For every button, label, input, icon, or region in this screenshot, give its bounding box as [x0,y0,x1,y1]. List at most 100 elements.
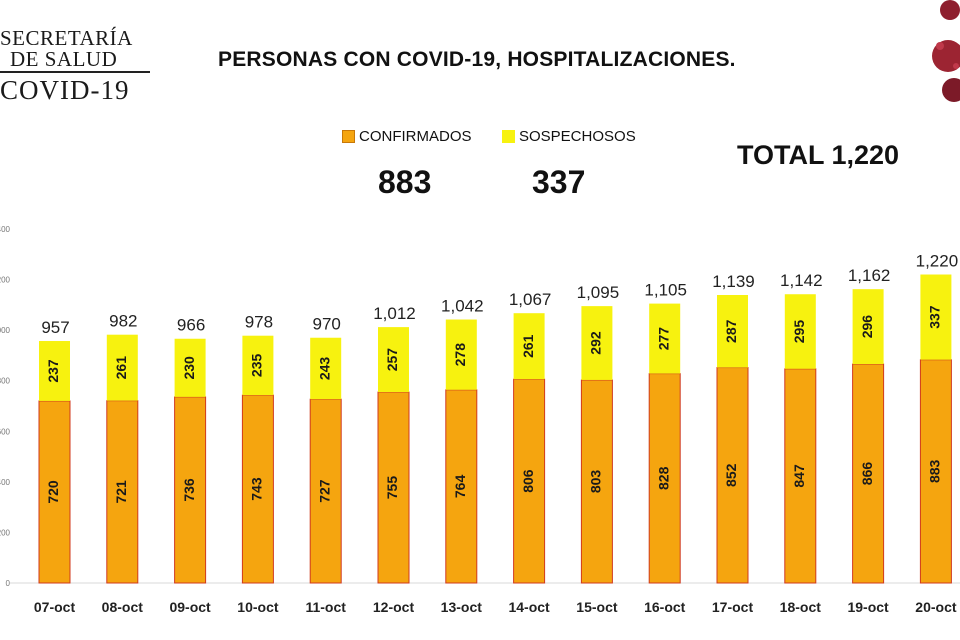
data-label-sospechosos: 277 [655,327,671,351]
confirmados-total-value: 883 [378,164,432,200]
bar-sospechosos [649,303,681,374]
data-label-confirmados: 755 [384,476,400,500]
secretaria-de-salud-logo: SECRETARÍA DE SALUD COVID-19 [0,28,152,105]
logo-divider [0,71,150,73]
y-tick-label: 0 [6,579,11,588]
data-label-sospechosos: 237 [45,359,61,383]
data-label-confirmados: 736 [181,478,197,502]
x-tick-label: 13-oct [441,599,483,615]
data-label-confirmados: 883 [927,459,943,483]
y-tick-label: 1200 [0,276,11,285]
data-label-sospechosos: 292 [588,331,604,355]
bar-sospechosos [378,327,409,393]
data-label-total: 1,067 [509,290,552,309]
legend-item-sospechosos: SOSPECHOSOS [502,128,636,145]
data-label-sospechosos: 243 [316,357,332,381]
data-label-sospechosos: 337 [927,305,943,329]
x-tick-label: 18-oct [780,599,822,615]
x-tick-label: 11-oct [305,599,346,615]
x-tick-label: 17-oct [712,599,754,615]
y-tick-label: 400 [0,478,11,487]
data-label-confirmados: 847 [791,464,807,488]
bar-sospechosos [717,294,748,368]
y-tick-label: 600 [0,427,11,436]
bar-confirmados [513,378,546,584]
x-tick-label: 16-oct [644,599,686,615]
bar-confirmados [174,396,207,584]
x-tick-label: 20-oct [915,599,957,615]
data-label-total: 966 [177,316,205,335]
bar-confirmados [309,398,342,584]
bar-sospechosos [310,337,342,400]
y-tick-label: 1400 [0,225,11,234]
data-label-total: 1,012 [373,304,416,323]
x-tick-label: 07-oct [34,599,76,615]
y-tick-label: 800 [0,377,11,386]
x-tick-label: 09-oct [169,599,211,615]
data-label-sospechosos: 295 [791,320,807,344]
data-label-sospechosos: 278 [452,343,468,367]
data-label-sospechosos: 261 [113,356,129,380]
data-label-total: 1,139 [712,272,755,291]
data-label-sospechosos: 296 [859,315,875,339]
data-label-sospechosos: 230 [181,356,197,380]
data-label-confirmados: 727 [316,479,332,503]
data-label-confirmados: 721 [113,480,129,504]
bar-sospechosos [106,334,138,401]
data-label-total: 1,095 [577,283,620,302]
logo-line-secretaria: SECRETARÍA [0,26,133,50]
virus-icon [932,0,960,102]
legend-label-sospechosos: SOSPECHOSOS [519,128,636,145]
data-label-total: 1,220 [916,252,959,271]
bar-sospechosos [445,319,477,390]
data-label-confirmados: 852 [723,463,739,487]
data-label-total: 1,162 [848,266,891,285]
legend-label-confirmados: CONFIRMADOS [359,128,472,145]
data-label-total: 1,105 [644,281,687,300]
x-tick-label: 15-oct [576,599,618,615]
grand-total: TOTAL 1,220 [737,140,900,170]
legend-swatch-confirmados [342,130,355,143]
y-tick-label: 1000 [0,326,11,335]
data-label-total: 982 [109,312,137,331]
data-label-total: 957 [41,318,69,337]
data-label-sospechosos: 235 [249,354,265,378]
bar-confirmados [716,367,749,584]
bar-confirmados [38,400,71,584]
bar-confirmados [580,379,613,584]
data-label-total: 1,142 [780,271,823,290]
data-label-total: 978 [245,313,273,332]
bar-confirmados [377,391,410,584]
x-tick-label: 12-oct [373,599,415,615]
chart-title: PERSONAS CON COVID-19, HOSPITALIZACIONES… [218,48,736,71]
data-label-sospechosos: 257 [384,348,400,372]
bar-confirmados [241,394,274,584]
data-label-confirmados: 828 [655,466,671,490]
data-label-confirmados: 720 [45,480,61,504]
bar-sospechosos [852,289,884,365]
x-tick-label: 19-oct [847,599,889,615]
data-label-confirmados: 806 [520,469,536,493]
logo-line-de-salud: DE SALUD [10,47,118,71]
bar-sospechosos [784,294,816,369]
logo-line-covid: COVID-19 [0,75,130,105]
x-tick-label: 14-oct [508,599,550,615]
bar-sospechosos [581,306,613,380]
x-tick-label: 08-oct [102,599,144,615]
y-tick-label: 200 [0,528,11,537]
bar-sospechosos [174,338,206,397]
data-label-confirmados: 743 [249,477,265,501]
data-label-sospechosos: 261 [520,334,536,358]
data-label-confirmados: 764 [452,475,468,499]
data-label-confirmados: 866 [859,462,875,486]
bar-sospechosos [920,274,952,360]
data-label-confirmados: 803 [588,470,604,494]
bar-confirmados [445,389,478,584]
bar-sospechosos [513,313,545,380]
legend-swatch-sospechosos [502,130,515,143]
data-label-total: 1,042 [441,297,484,316]
sospechosos-total-value: 337 [532,164,586,200]
bar-confirmados [852,363,885,584]
data-label-sospechosos: 287 [723,319,739,343]
